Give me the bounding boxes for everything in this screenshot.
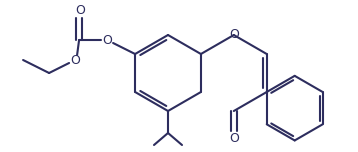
Text: O: O <box>70 54 80 67</box>
Text: O: O <box>75 3 85 17</box>
Text: O: O <box>102 33 112 47</box>
Text: O: O <box>229 131 239 145</box>
Text: O: O <box>229 29 239 41</box>
